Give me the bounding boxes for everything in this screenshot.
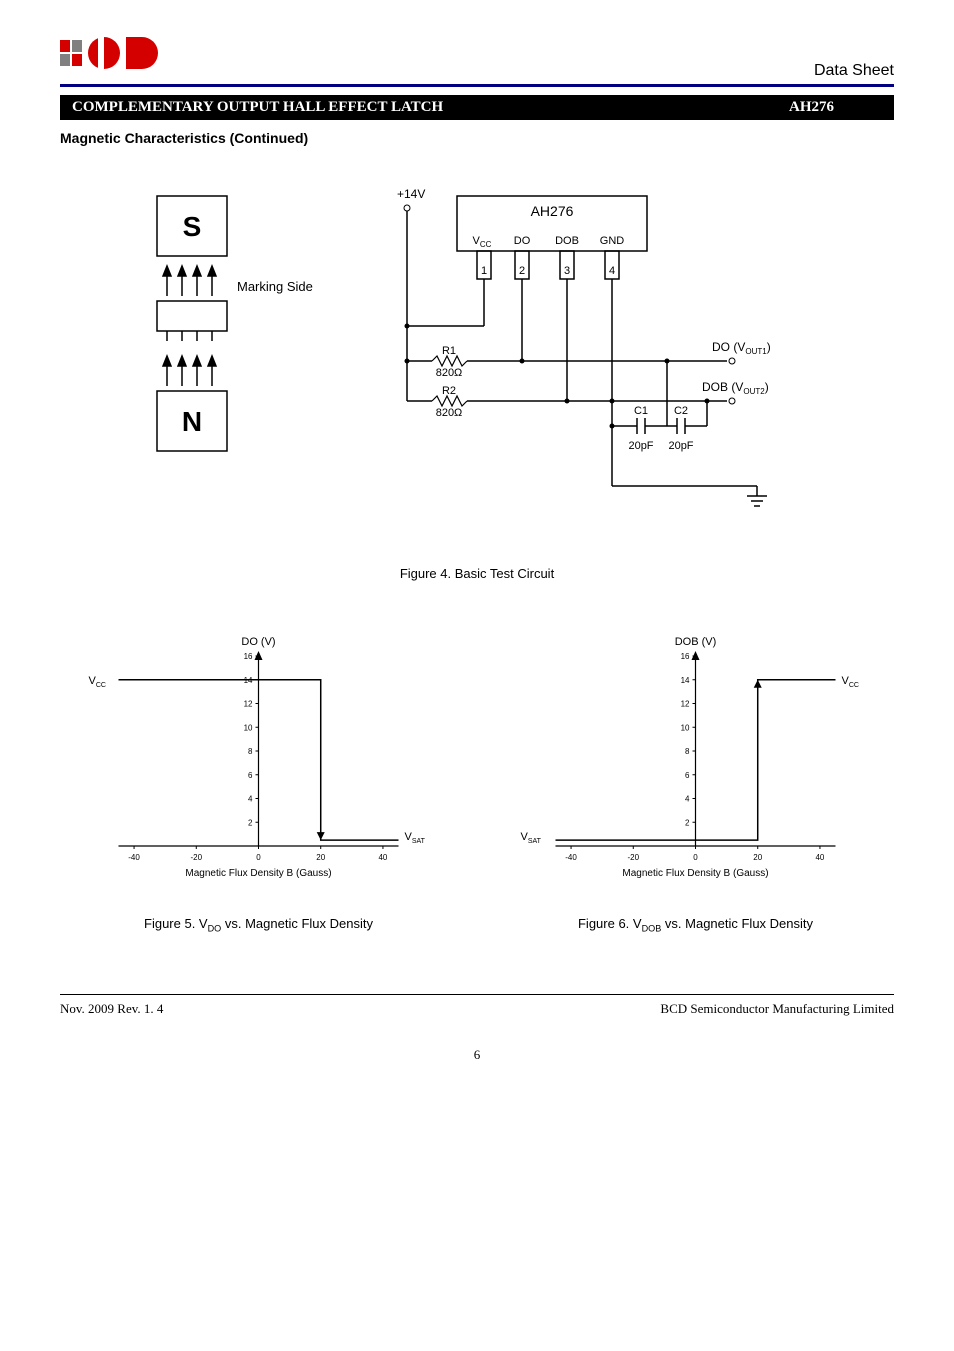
svg-text:40: 40 bbox=[378, 853, 387, 862]
c1-label: C1 bbox=[634, 405, 648, 417]
svg-text:VSAT: VSAT bbox=[405, 831, 426, 845]
supply-label: +14V bbox=[397, 187, 425, 201]
svg-text:-40: -40 bbox=[128, 853, 140, 862]
chart6: DOB (V) 2 4 6 8 10 12 14 16 -40 -20 0 20 40 Magnetic F… bbox=[497, 631, 894, 934]
r2-label: R2 bbox=[442, 385, 456, 397]
svg-text:DO (V): DO (V) bbox=[241, 636, 275, 648]
footer: Nov. 2009 Rev. 1. 4 BCD Semiconductor Ma… bbox=[60, 994, 894, 1017]
svg-text:Magnetic Flux Density B (Gauss: Magnetic Flux Density B (Gauss) bbox=[185, 868, 331, 879]
svg-text:GND: GND bbox=[600, 235, 625, 247]
svg-text:VCC: VCC bbox=[89, 675, 106, 689]
circuit-diagram: +14V AH276 VCC DO DOB GND 1 2 3 4 R1 820… bbox=[377, 186, 817, 526]
header: Data Sheet bbox=[60, 30, 894, 87]
svg-text:12: 12 bbox=[681, 700, 690, 709]
svg-text:0: 0 bbox=[256, 853, 261, 862]
r2-value: 820Ω bbox=[436, 407, 463, 419]
svg-text:DO (VOUT1): DO (VOUT1) bbox=[712, 340, 771, 356]
svg-text:0: 0 bbox=[693, 853, 698, 862]
c2-label: C2 bbox=[674, 405, 688, 417]
svg-text:6: 6 bbox=[248, 771, 253, 780]
svg-text:40: 40 bbox=[815, 853, 824, 862]
title-bar: COMPLEMENTARY OUTPUT HALL EFFECT LATCH A… bbox=[60, 95, 894, 120]
svg-text:-40: -40 bbox=[565, 853, 577, 862]
footer-right: BCD Semiconductor Manufacturing Limited bbox=[660, 1001, 894, 1017]
svg-text:-20: -20 bbox=[627, 853, 639, 862]
svg-text:DOB (VOUT2): DOB (VOUT2) bbox=[702, 380, 769, 396]
chart5-caption: Figure 5. VDO vs. Magnetic Flux Density bbox=[60, 916, 457, 934]
svg-text:10: 10 bbox=[244, 723, 253, 732]
section-heading: Magnetic Characteristics (Continued) bbox=[60, 130, 894, 146]
page-number: 6 bbox=[60, 1047, 894, 1063]
svg-text:VCC: VCC bbox=[842, 675, 859, 689]
footer-left: Nov. 2009 Rev. 1. 4 bbox=[60, 1001, 163, 1017]
figure4: S Marking Side N +14V AH276 bbox=[60, 186, 894, 526]
svg-text:8: 8 bbox=[248, 747, 253, 756]
svg-text:8: 8 bbox=[685, 747, 690, 756]
svg-text:10: 10 bbox=[681, 723, 690, 732]
svg-text:1: 1 bbox=[481, 265, 487, 277]
charts-row: DO (V)246810121416-40-2002040Magnetic Fl… bbox=[60, 631, 894, 934]
svg-text:4: 4 bbox=[248, 795, 253, 804]
svg-text:20: 20 bbox=[753, 853, 762, 862]
svg-text:VSAT: VSAT bbox=[521, 831, 542, 845]
marking-side-label: Marking Side bbox=[237, 279, 313, 294]
svg-text:2: 2 bbox=[685, 818, 690, 827]
figure4-caption: Figure 4. Basic Test Circuit bbox=[60, 566, 894, 581]
c2-value: 20pF bbox=[668, 440, 693, 452]
svg-text:16: 16 bbox=[244, 652, 253, 661]
chip-label: AH276 bbox=[531, 203, 574, 219]
svg-text:14: 14 bbox=[681, 676, 690, 685]
svg-text:2: 2 bbox=[519, 265, 525, 277]
svg-text:20: 20 bbox=[316, 853, 325, 862]
svg-text:DO: DO bbox=[514, 235, 531, 247]
svg-text:3: 3 bbox=[564, 265, 570, 277]
n-pole-label: N bbox=[182, 406, 202, 437]
svg-text:VCC: VCC bbox=[473, 235, 492, 249]
bcd-logo bbox=[60, 30, 170, 80]
title-left: COMPLEMENTARY OUTPUT HALL EFFECT LATCH bbox=[72, 99, 443, 116]
svg-text:DOB: DOB bbox=[555, 235, 579, 247]
svg-text:12: 12 bbox=[244, 700, 253, 709]
c1-value: 20pF bbox=[628, 440, 653, 452]
svg-text:6: 6 bbox=[685, 771, 690, 780]
svg-text:-20: -20 bbox=[190, 853, 202, 862]
r1-value: 820Ω bbox=[436, 367, 463, 379]
svg-text:Magnetic Flux Density B (Gauss: Magnetic Flux Density B (Gauss) bbox=[622, 868, 768, 879]
magnet-diagram: S Marking Side N bbox=[137, 186, 337, 466]
chart5: DO (V)246810121416-40-2002040Magnetic Fl… bbox=[60, 631, 457, 934]
svg-text:2: 2 bbox=[248, 818, 253, 827]
chart6-caption: Figure 6. VDOB vs. Magnetic Flux Density bbox=[497, 916, 894, 934]
svg-text:DOB (V): DOB (V) bbox=[675, 636, 717, 648]
svg-text:4: 4 bbox=[685, 795, 690, 804]
r1-label: R1 bbox=[442, 345, 456, 357]
s-pole-label: S bbox=[183, 211, 202, 242]
svg-text:4: 4 bbox=[609, 265, 615, 277]
datasheet-label: Data Sheet bbox=[814, 62, 894, 80]
title-right: AH276 bbox=[789, 99, 834, 116]
svg-text:16: 16 bbox=[681, 652, 690, 661]
